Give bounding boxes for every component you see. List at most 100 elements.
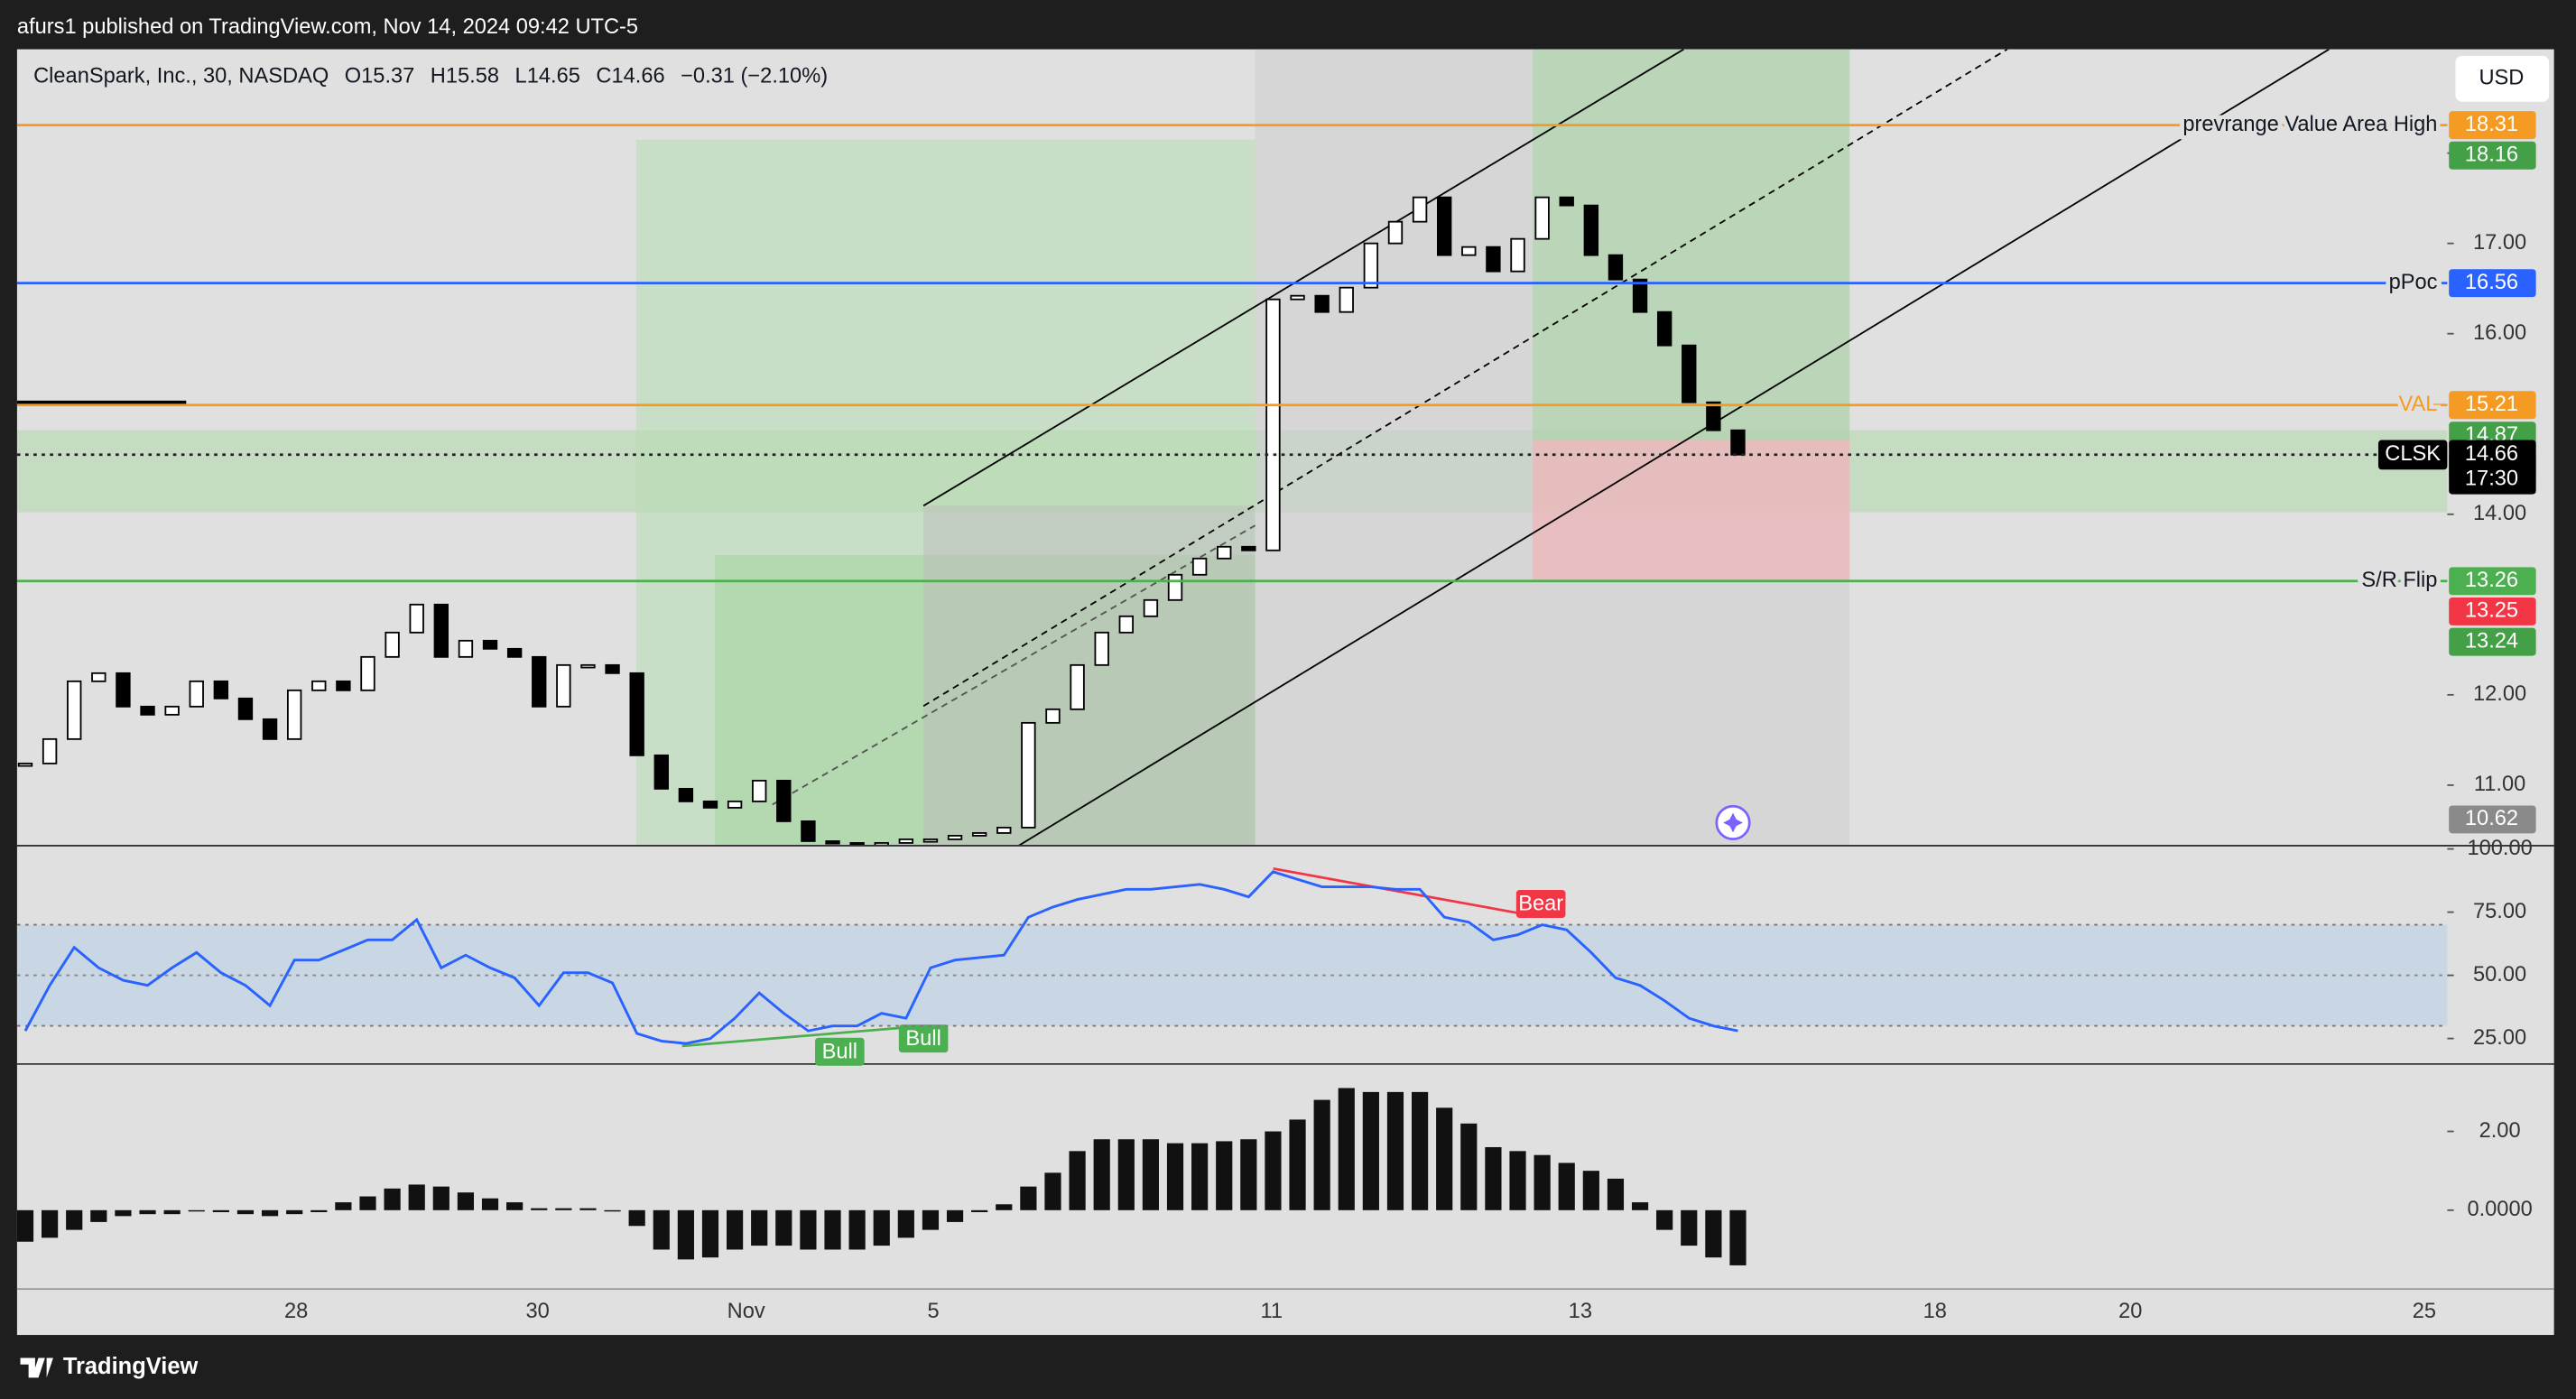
candle [1583, 204, 1599, 256]
price-level-name: VAL [2399, 393, 2438, 416]
currency-button[interactable] [2455, 55, 2550, 102]
candle [1314, 294, 1330, 313]
histogram-bar [359, 1196, 376, 1210]
price-level-name: S/R Flip [2361, 569, 2437, 592]
histogram-bar [1069, 1151, 1086, 1210]
histogram-bar [408, 1184, 425, 1210]
candle [1461, 246, 1477, 256]
x-tick-label: 13 [1569, 1300, 1592, 1323]
candle [1339, 286, 1354, 313]
histogram-bar [531, 1208, 548, 1210]
histogram-bar [800, 1209, 817, 1250]
ohlc-label: L [515, 65, 527, 88]
candle [1656, 310, 1673, 347]
histogram-bar [90, 1209, 107, 1222]
histogram-bar [1656, 1209, 1673, 1230]
candle [1510, 237, 1525, 273]
annotation: Bear [1518, 893, 1563, 916]
candle [1632, 278, 1648, 313]
histogram-bar [1460, 1123, 1478, 1210]
last-price-box [2449, 440, 2536, 495]
candle [1706, 401, 1721, 431]
histogram-bar [1020, 1186, 1037, 1210]
axis-label: 13.26 [2465, 569, 2518, 592]
candle [1143, 598, 1159, 617]
histogram-bar [848, 1209, 866, 1250]
currency[interactable]: USD [2479, 67, 2524, 90]
histogram-bar [1313, 1099, 1330, 1210]
histogram-bar [579, 1208, 597, 1210]
candle [1608, 254, 1624, 281]
histogram-bar [212, 1209, 229, 1212]
last-price: 14.66 [2465, 442, 2518, 466]
candle [1363, 242, 1379, 289]
trend-line [772, 524, 1256, 806]
y-tick-label: 11.00 [2474, 773, 2525, 796]
candle [996, 826, 1012, 834]
zone [1533, 440, 1850, 582]
brand: TradingView [63, 1354, 199, 1379]
candle [727, 800, 743, 809]
axis-label: 15.21 [2465, 393, 2518, 416]
candle [971, 831, 987, 837]
histogram-bar [897, 1209, 914, 1238]
histogram-bar [335, 1202, 352, 1210]
histogram-bar [824, 1209, 841, 1250]
histogram-bar [1485, 1146, 1502, 1210]
histogram-bar [971, 1209, 988, 1212]
axis-label-box [2449, 111, 2536, 140]
annotation-box [1515, 890, 1566, 918]
histogram-bar [1681, 1209, 1698, 1246]
ohlc-label: H [431, 65, 446, 88]
y-tick-label: 12.00 [2473, 682, 2526, 706]
histogram-bar [555, 1208, 572, 1210]
x-tick-label: 11 [1261, 1300, 1283, 1323]
divergence-line [1273, 867, 1536, 918]
candle [213, 680, 229, 700]
histogram-bar [261, 1209, 279, 1217]
histogram-bar [1362, 1091, 1379, 1210]
candle [1486, 246, 1501, 273]
x-tick-label: 20 [2118, 1300, 2142, 1323]
candle [67, 680, 82, 740]
axis-label-box [2449, 597, 2536, 625]
last-symbol-box [2377, 440, 2448, 470]
histogram-bar [1338, 1088, 1355, 1210]
histogram-bar [701, 1209, 719, 1258]
candle [262, 718, 278, 740]
candle [164, 705, 180, 716]
ohlc-value: 15.58 [446, 65, 499, 88]
histogram-bar [42, 1209, 59, 1238]
candle [1412, 196, 1428, 223]
candle [116, 672, 131, 708]
candle [678, 787, 694, 802]
annotations: Bull Bull Bear [815, 890, 1566, 1066]
histogram-bar [1386, 1091, 1404, 1210]
histogram-bar [506, 1202, 524, 1210]
candle [1045, 708, 1061, 724]
histogram-bar [1117, 1139, 1135, 1210]
candle [506, 647, 523, 658]
candle [91, 672, 107, 682]
ohlc-value: 15.37 [361, 65, 414, 88]
annotation: Bull [822, 1040, 857, 1063]
candle [532, 655, 547, 708]
histogram-bar [310, 1209, 328, 1212]
annotation-box [815, 1037, 865, 1066]
candle [1094, 631, 1109, 666]
candle [776, 779, 792, 822]
histogram-bar [751, 1209, 768, 1246]
candle [42, 737, 58, 764]
axis-label: 18.31 [2465, 113, 2518, 136]
histogram-bar [604, 1209, 621, 1212]
candle [286, 689, 302, 740]
histogram-bar [481, 1198, 499, 1210]
candle [17, 762, 33, 767]
legend: CleanSpark, Inc., 30, NASDAQ O15.37 H15.… [33, 65, 828, 88]
icon [1723, 812, 1743, 833]
histogram-bar [384, 1188, 401, 1210]
candle [1682, 344, 1697, 403]
y-tick-label: 16.00 [2473, 321, 2526, 345]
candle [825, 840, 840, 845]
